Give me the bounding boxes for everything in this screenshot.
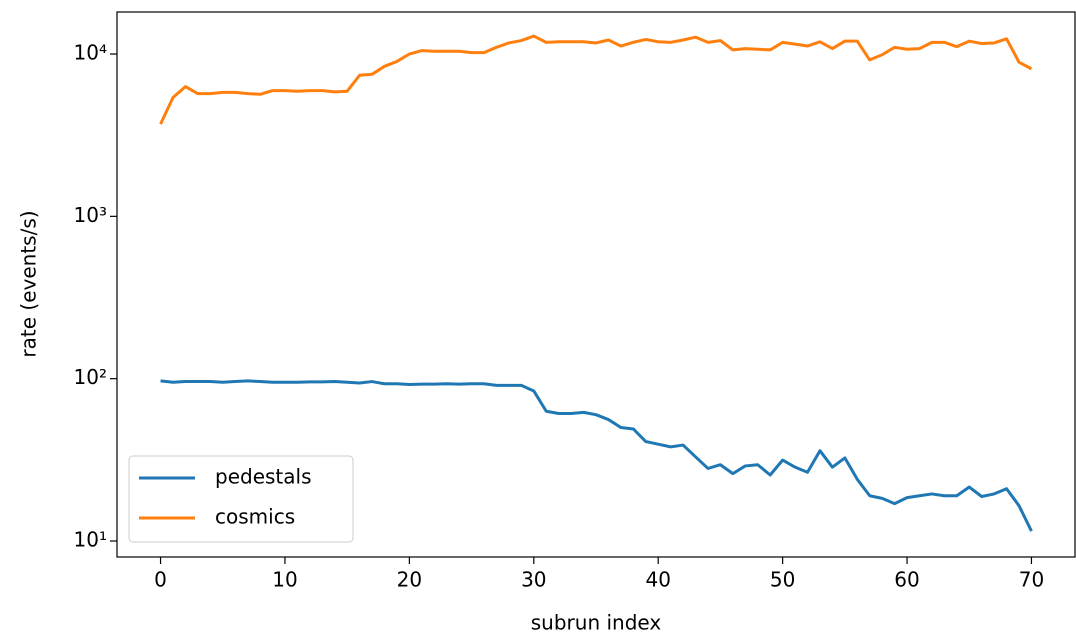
x-tick-label: 0 [154, 568, 167, 592]
x-tick-label: 10 [272, 568, 297, 592]
legend: pedestals cosmics [128, 455, 354, 543]
y-tick-label: 10² [74, 365, 107, 389]
y-tick-label: 10¹ [74, 528, 107, 552]
y-tick-label: 10³ [74, 203, 107, 227]
x-tick-label: 60 [894, 568, 919, 592]
x-axis-label: subrun index [531, 611, 662, 635]
plot-frame [116, 11, 1076, 558]
x-tick-label: 50 [770, 568, 795, 592]
y-tick-label: 10⁴ [74, 41, 107, 65]
x-tick-label: 40 [645, 568, 670, 592]
x-tick-label: 20 [397, 568, 422, 592]
series-line [160, 379, 1033, 532]
legend-label: cosmics [215, 505, 295, 529]
x-tick-label: 70 [1019, 568, 1044, 592]
y-axis-label: rate (events/s) [17, 210, 41, 357]
x-tick-label: 30 [521, 568, 546, 592]
series-line [159, 34, 1033, 125]
legend-label: pedestals [215, 465, 312, 489]
